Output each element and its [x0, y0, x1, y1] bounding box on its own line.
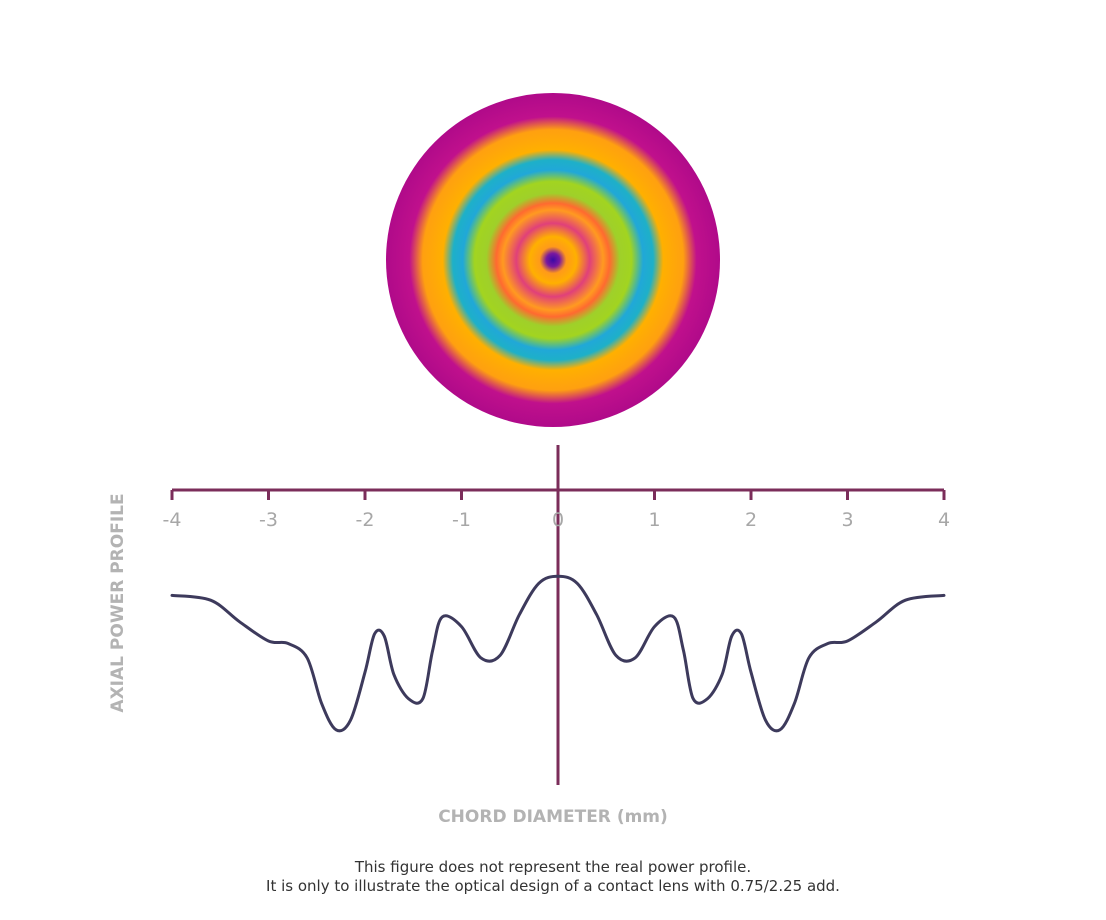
power-map-disc-icon: [386, 93, 720, 427]
x-tick-label: -4: [163, 509, 182, 531]
x-axis-title: CHORD DIAMETER (mm): [438, 807, 668, 827]
x-tick-label: 1: [648, 509, 660, 531]
x-tick-labels: -4 -3 -2 -1 0 1 2 3 4: [163, 509, 951, 531]
x-ticks: [170, 490, 946, 500]
figure-caption: This figure does not represent the real …: [0, 858, 1106, 896]
x-tick-label: -2: [356, 509, 375, 531]
power-profile-curve: [170, 574, 946, 733]
x-tick-label: 4: [938, 509, 950, 531]
chart-axes: -4 -3 -2 -1 0 1 2 3 4: [163, 445, 951, 785]
x-tick-label: -3: [259, 509, 278, 531]
x-tick-label: 0: [552, 509, 564, 531]
y-axis-title: AXIAL POWER PROFILE: [108, 493, 128, 712]
caption-line-1: This figure does not represent the real …: [354, 858, 752, 876]
x-tick-label: 2: [745, 509, 757, 531]
x-tick-label: 3: [841, 509, 853, 531]
x-tick-label: -1: [452, 509, 471, 531]
caption-line-2: It is only to illustrate the optical des…: [266, 877, 840, 895]
